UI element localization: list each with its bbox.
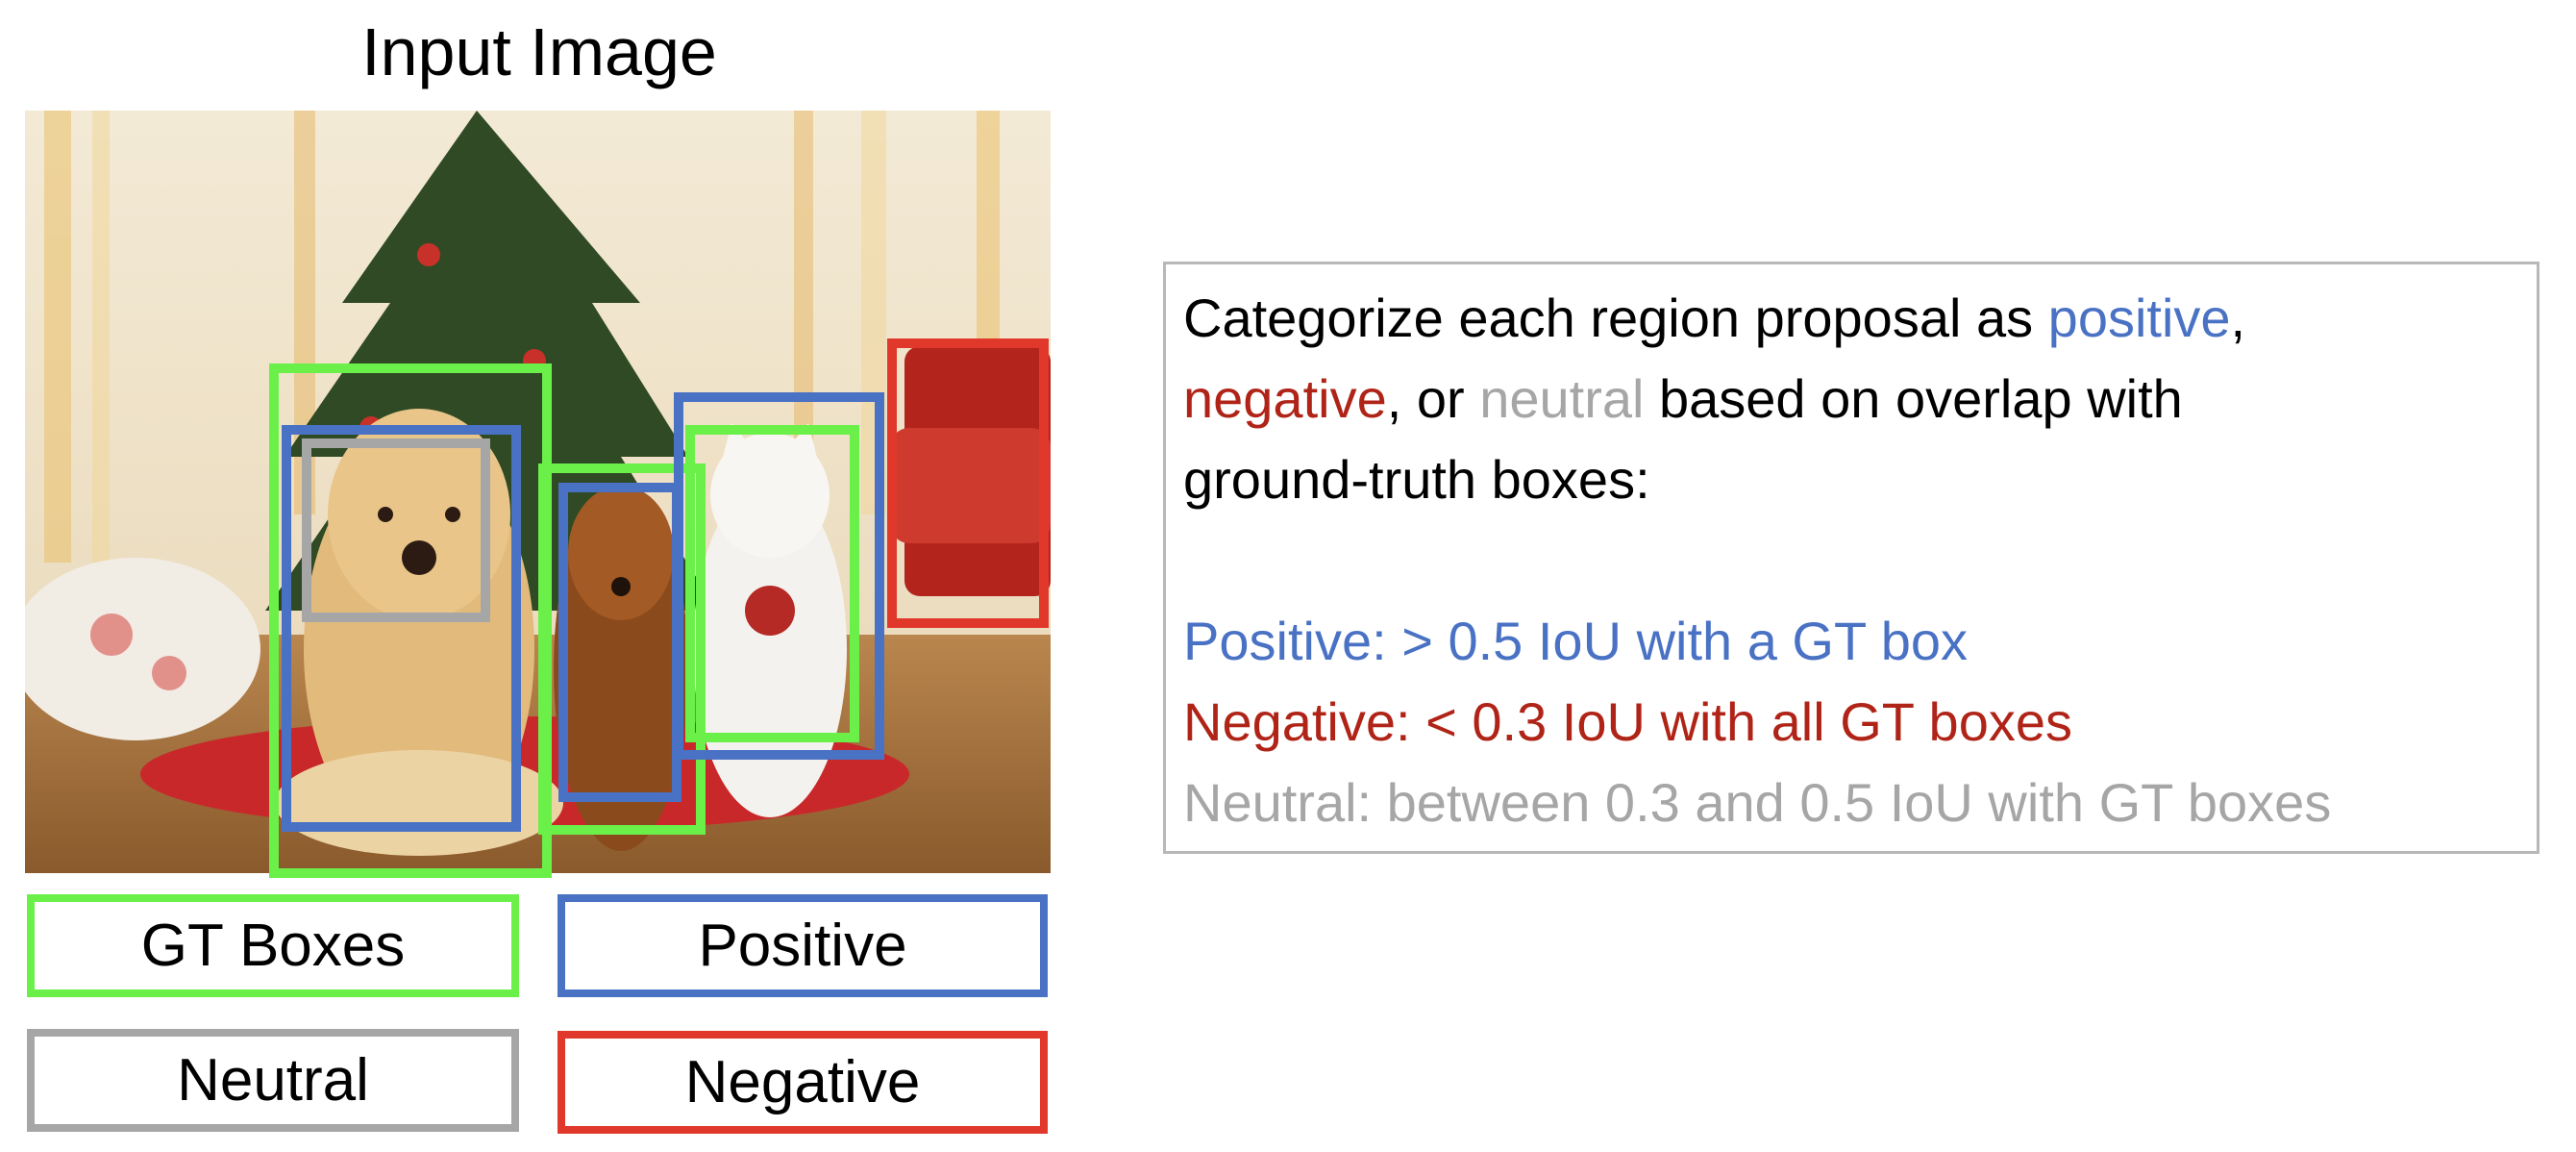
legend-negative: Negative <box>557 1031 1048 1134</box>
panel-line-1: Categorize each region proposal as posit… <box>1183 278 2517 359</box>
red-chair <box>890 346 1051 596</box>
positive-box-retriever <box>282 425 521 832</box>
panel-line-2: negative, or neutral based on overlap wi… <box>1183 359 2517 439</box>
panel-line-3: ground-truth boxes: <box>1183 449 1650 510</box>
legend-gt-boxes: GT Boxes <box>27 894 519 997</box>
negative-box-chair <box>887 338 1049 628</box>
rule-neutral: Neutral: between 0.3 and 0.5 IoU with GT… <box>1183 772 2332 833</box>
legend-neutral: Neutral <box>27 1029 519 1132</box>
explanation-panel: Categorize each region proposal as posit… <box>1163 262 2539 854</box>
rule-positive: Positive: > 0.5 IoU with a GT box <box>1183 611 1969 671</box>
positive-word: positive <box>2047 288 2231 348</box>
pillow-left <box>25 558 260 740</box>
legend-neutral-label: Neutral <box>177 1047 369 1114</box>
panel-text: Categorize each region proposal as <box>1183 288 2048 348</box>
panel-text: , or <box>1386 368 1480 429</box>
legend-positive-label: Positive <box>698 913 907 979</box>
cocker-spaniel <box>554 486 688 851</box>
panel-text: , <box>2230 288 2246 348</box>
legend-gt-label: GT Boxes <box>140 913 406 979</box>
gt-box-spaniel <box>538 463 706 835</box>
neutral-word: neutral <box>1479 368 1645 429</box>
gt-box-cat <box>685 425 859 742</box>
legend-positive: Positive <box>557 894 1048 997</box>
neutral-box-retriever-head <box>302 438 490 622</box>
panel-text: based on overlap with <box>1644 368 2183 429</box>
negative-word: negative <box>1183 368 1387 429</box>
curtains <box>44 111 1000 563</box>
rule-negative: Negative: < 0.3 IoU with all GT boxes <box>1183 691 2072 752</box>
image-title: Input Image <box>361 14 717 89</box>
positive-box-spaniel <box>558 483 681 802</box>
positive-box-cat <box>674 392 884 760</box>
panel-spacer <box>1183 520 2517 601</box>
legend-negative-label: Negative <box>684 1049 921 1115</box>
